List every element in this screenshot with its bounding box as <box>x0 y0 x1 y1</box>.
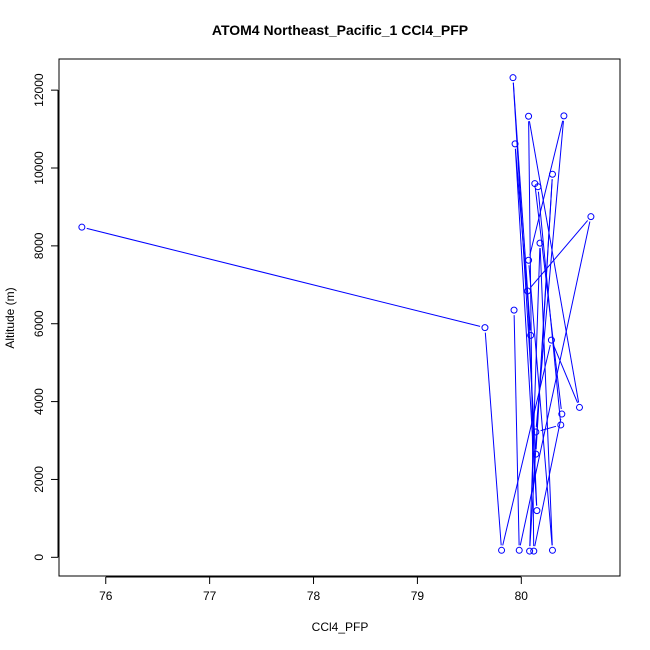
x-tick-label: 77 <box>203 589 217 603</box>
data-point <box>587 213 595 221</box>
data-point <box>524 287 532 295</box>
data-point <box>525 112 533 120</box>
chart-title: ATOM4 Northeast_Pacific_1 CCl4_PFP <box>212 22 468 38</box>
data-point <box>575 403 583 411</box>
x-tick-label: 79 <box>411 589 425 603</box>
data-point <box>536 239 544 247</box>
y-tick-label: 2000 <box>32 466 46 493</box>
data-point <box>525 256 533 264</box>
y-tick-label: 0 <box>32 554 46 561</box>
data-point <box>511 140 519 148</box>
data-point <box>548 170 556 178</box>
data-point <box>498 546 506 554</box>
series-line-segment <box>539 248 553 546</box>
data-point <box>558 410 566 418</box>
series-line-segment <box>484 332 502 546</box>
plot-frame <box>58 58 621 577</box>
series-line-segment <box>534 418 562 547</box>
data-point <box>548 546 556 554</box>
series-line-segment <box>530 220 589 288</box>
y-axis: 0 2000 4000 6000 8000 10000 12000 <box>32 73 59 561</box>
x-tick-label: 76 <box>99 589 113 603</box>
series-line-segment <box>528 265 553 546</box>
data-point <box>533 507 541 515</box>
data-point <box>526 547 534 555</box>
data-point <box>560 112 568 120</box>
y-tick-label: 8000 <box>32 232 46 259</box>
series-line-segment <box>537 191 561 421</box>
series-line-segment <box>540 425 557 432</box>
y-tick-label: 12000 <box>32 73 46 107</box>
y-axis-label: Altitude (m) <box>3 287 17 348</box>
data-point <box>547 336 555 344</box>
series-line-segment <box>512 82 531 331</box>
data-point <box>78 223 86 231</box>
data-point <box>510 306 518 314</box>
data-point <box>515 546 523 554</box>
series-line-segment <box>513 315 520 546</box>
data-point <box>557 421 565 429</box>
data-point <box>509 74 517 82</box>
series-line-segment <box>527 296 538 506</box>
x-axis: 76 77 78 79 80 <box>99 576 529 603</box>
series-line-segment <box>529 248 541 547</box>
data-point <box>532 428 540 436</box>
data-point <box>481 324 489 332</box>
data-point <box>534 183 542 191</box>
series-line-segment <box>86 227 481 327</box>
series-line-segment <box>528 121 535 547</box>
series-line-segment <box>529 120 564 256</box>
x-tick-label: 78 <box>307 589 321 603</box>
series-line-segment <box>528 121 580 403</box>
series-line-segment <box>519 221 591 546</box>
series-line-segment <box>552 344 579 404</box>
y-tick-label: 4000 <box>32 388 46 415</box>
y-tick-label: 6000 <box>32 310 46 337</box>
data-point <box>532 450 540 458</box>
series-line-segment <box>502 344 551 546</box>
data-point <box>530 547 538 555</box>
y-tick-label: 10000 <box>32 151 46 185</box>
series-layer <box>78 74 595 555</box>
series-line-segment <box>535 179 553 450</box>
x-tick-label: 80 <box>515 589 529 603</box>
data-point <box>527 331 535 339</box>
x-axis-label: CCl4_PFP <box>312 620 369 634</box>
series-line-segment <box>514 148 538 506</box>
